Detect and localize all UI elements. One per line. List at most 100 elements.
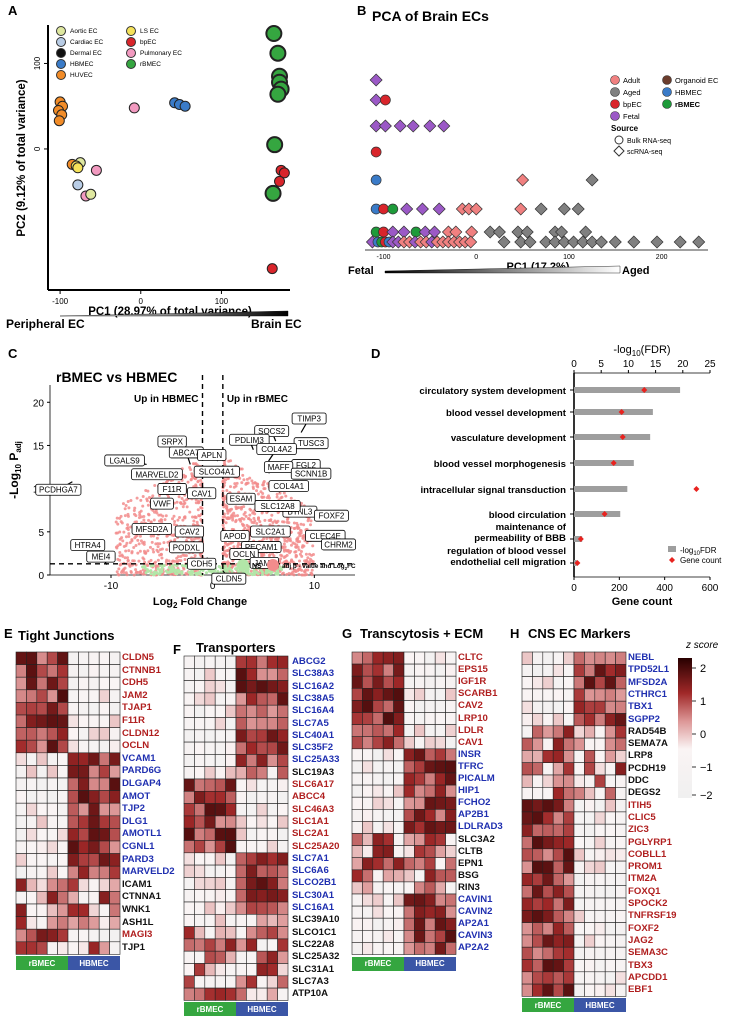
panel-c-point-sig bbox=[158, 542, 162, 546]
heatmap-cell bbox=[57, 714, 69, 728]
panel-c-gene-label: FGL2 bbox=[296, 461, 317, 470]
heatmap-cell bbox=[246, 987, 258, 1001]
panel-b-point bbox=[557, 202, 571, 216]
panel-c-point-sig bbox=[156, 550, 160, 554]
heatmap-cell bbox=[362, 809, 374, 822]
heatmap-gene-label: SLC46A3 bbox=[292, 803, 335, 815]
heatmap-cell bbox=[362, 833, 374, 846]
heatmap-cell bbox=[584, 725, 596, 739]
panel-c-point-sig bbox=[134, 544, 138, 548]
heatmap-gene-label: DDC bbox=[628, 775, 649, 786]
panel-c-point-sig bbox=[152, 534, 156, 538]
heatmap-cell bbox=[521, 860, 533, 874]
heatmap-cell bbox=[542, 909, 554, 923]
heatmap-cell bbox=[362, 675, 374, 689]
heatmap-cell bbox=[552, 676, 564, 690]
heatmap-cell bbox=[382, 712, 394, 725]
heatmap-cell bbox=[382, 675, 394, 689]
heatmap-cell bbox=[434, 736, 446, 750]
heatmap-cell bbox=[414, 700, 426, 713]
panel-c-point-sig bbox=[289, 559, 293, 563]
heatmap-cell bbox=[78, 941, 90, 955]
panel-c-point-sig bbox=[266, 482, 270, 486]
heatmap-cell bbox=[604, 836, 616, 850]
panel-c-point-sig bbox=[281, 520, 285, 524]
heatmap-cell bbox=[584, 651, 596, 665]
panel-c-point-sig bbox=[294, 553, 298, 557]
panel-b-point bbox=[548, 235, 562, 249]
heatmap-cell bbox=[57, 676, 69, 691]
heatmap-cell bbox=[542, 750, 554, 764]
heatmap-cell bbox=[532, 700, 544, 714]
heatmap-cell bbox=[382, 748, 394, 762]
heatmap-cell bbox=[615, 664, 627, 677]
heatmap-cell bbox=[594, 664, 606, 677]
heatmap-gene-label: AP2A1 bbox=[458, 918, 489, 930]
heatmap-gene-label: SEMA3C bbox=[628, 947, 668, 959]
heatmap-cell bbox=[594, 725, 606, 739]
heatmap-gene-label: PROM1 bbox=[628, 861, 663, 873]
heatmap-cell bbox=[194, 680, 206, 694]
heatmap-cell bbox=[414, 893, 426, 907]
heatmap-gene-label: SLCO1C1 bbox=[292, 926, 337, 938]
panel-d-bottom-tick-label: 0 bbox=[571, 583, 577, 594]
heatmap-cell bbox=[67, 689, 79, 703]
heatmap-cell bbox=[67, 651, 79, 665]
heatmap-gene-label: HIP1 bbox=[458, 785, 480, 797]
heatmap-cell bbox=[362, 845, 374, 859]
heatmap-cell bbox=[15, 702, 27, 716]
panel-a-legend-item: HBMEC bbox=[56, 59, 93, 69]
heatmap-cell bbox=[246, 938, 258, 952]
heatmap-cell bbox=[563, 946, 575, 960]
panel-c-point-sig bbox=[225, 543, 229, 547]
panel-c-point-sig bbox=[250, 479, 254, 483]
heatmap-cell bbox=[445, 833, 457, 846]
heatmap-cell bbox=[424, 917, 436, 931]
panel-b-legend-label: HBMEC bbox=[675, 88, 703, 97]
heatmap-cell bbox=[88, 727, 100, 741]
panel-c-gene-label: CLDN5 bbox=[216, 575, 243, 584]
heatmap-cell bbox=[445, 760, 457, 774]
heatmap-cell bbox=[552, 836, 564, 850]
heatmap-cell bbox=[563, 823, 575, 837]
heatmap-cell bbox=[563, 664, 575, 677]
panel-c-point-ns bbox=[149, 564, 153, 568]
heatmap-cell bbox=[542, 651, 554, 665]
heatmap-cell bbox=[183, 803, 195, 817]
panel-b-point bbox=[492, 225, 506, 239]
heatmap-cell bbox=[78, 802, 90, 817]
heatmap-cell bbox=[46, 828, 58, 842]
heatmap-cell bbox=[57, 916, 69, 930]
panel-c-point-sig bbox=[281, 545, 285, 549]
panel-c-point-sig bbox=[179, 554, 183, 558]
panel-c-y-axis-title-main: -Log bbox=[7, 473, 21, 499]
panel-d-legend-bar-main: -log bbox=[680, 546, 693, 555]
heatmap-cell bbox=[109, 815, 121, 829]
panel-c-point-sig bbox=[127, 534, 131, 538]
panel-c-point-sig bbox=[282, 548, 286, 552]
panel-a-gradient-bar bbox=[59, 310, 289, 317]
heatmap-cell bbox=[204, 987, 216, 1001]
heatmap-cell bbox=[225, 692, 237, 706]
heatmap-cell bbox=[98, 828, 110, 842]
heatmap-cell bbox=[362, 942, 374, 955]
heatmap-cell bbox=[521, 959, 533, 973]
panel-c-point-ns bbox=[244, 570, 248, 574]
heatmap-cell bbox=[246, 963, 258, 977]
panel-d-gene-count-point bbox=[641, 387, 648, 393]
panel-c-point-sig bbox=[297, 526, 301, 530]
heatmap-gene-label: PARD3 bbox=[122, 853, 154, 865]
heatmap-cell bbox=[256, 877, 268, 890]
heatmap-cell bbox=[57, 891, 69, 905]
panel-e-label: E bbox=[4, 626, 13, 641]
panel-a-legend-item: Aortic EC bbox=[56, 26, 97, 36]
panel-c-point-ns bbox=[170, 568, 174, 572]
heatmap-cell bbox=[552, 885, 564, 899]
panel-c-point-ns bbox=[166, 570, 170, 574]
panel-b-legend-label: Fetal bbox=[623, 112, 640, 121]
heatmap-cell bbox=[26, 702, 38, 716]
heatmap-cell bbox=[88, 916, 100, 930]
heatmap-cell bbox=[584, 897, 596, 911]
panel-c-point-sig bbox=[175, 500, 179, 504]
